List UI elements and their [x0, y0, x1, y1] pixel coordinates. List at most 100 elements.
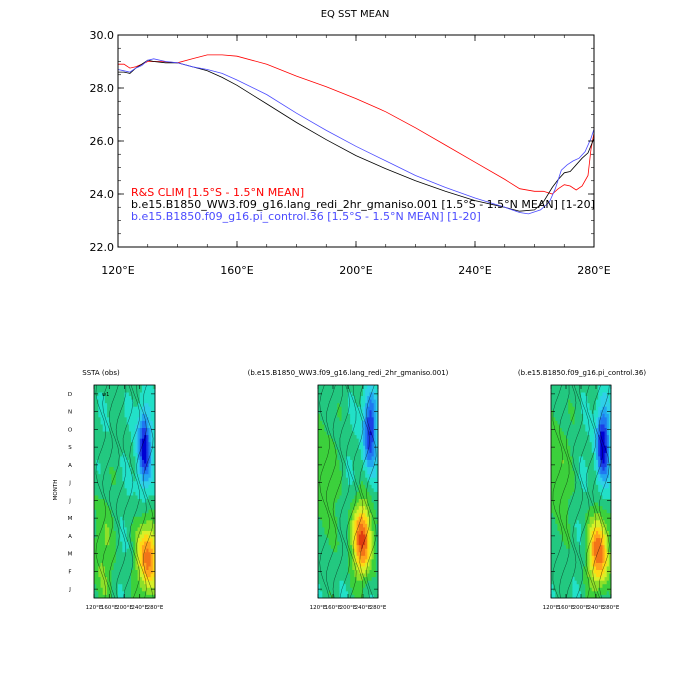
hovmoller-cell [328, 502, 332, 507]
hovmoller-cell [150, 583, 154, 588]
hovmoller-cell [152, 459, 156, 464]
hovmoller-cell [576, 420, 580, 425]
hovmoller-cell [107, 566, 110, 570]
lon-tick-label: 240°E [355, 605, 372, 611]
hovmoller-cell [113, 576, 117, 581]
hovmoller-cell [345, 406, 349, 411]
hovmoller-cell [563, 569, 567, 574]
hovmoller-cell [322, 470, 325, 475]
hovmoller-cell [583, 452, 586, 457]
hovmoller-cell [333, 562, 336, 567]
hovmoller-cell [94, 406, 97, 411]
hovmoller-cell [578, 434, 582, 439]
hovmoller-cell [328, 487, 332, 492]
hovmoller-cell [324, 466, 327, 471]
hovmoller-cell [320, 402, 323, 407]
hovmoller-cell [352, 576, 355, 581]
hovmoller-cell [324, 424, 327, 428]
hovmoller-cell [144, 491, 147, 496]
hovmoller-cell [348, 416, 351, 421]
hovmoller-cell [109, 434, 112, 439]
hovmoller-cell [139, 498, 143, 503]
hovmoller-cell [115, 491, 119, 496]
hovmoller-cell [345, 576, 349, 581]
hovmoller-cell [126, 551, 130, 556]
hovmoller-cell [587, 495, 590, 499]
hovmoller-cell [322, 420, 325, 425]
hovmoller-cell [337, 498, 340, 503]
hovmoller-cell [572, 509, 575, 514]
hovmoller-cell [375, 413, 379, 418]
hovmoller-cell [587, 459, 590, 464]
hovmoller-cell [133, 416, 136, 421]
hovmoller-cell [559, 470, 563, 475]
hovmoller-cell [606, 509, 610, 514]
hovmoller-cell [137, 509, 141, 514]
hovmoller-cell [333, 555, 336, 560]
hovmoller-cell [111, 534, 115, 539]
hovmoller-cell [371, 409, 375, 414]
hovmoller-cell [109, 409, 112, 414]
hovmoller-cell [555, 424, 558, 428]
hovmoller-cell [337, 512, 340, 517]
hovmoller-cell [131, 473, 134, 478]
hovmoller-cell [113, 399, 117, 404]
hovmoller-cell [111, 441, 115, 446]
hovmoller-cell [324, 594, 327, 599]
hovmoller-cell [141, 534, 145, 539]
hovmoller-cell [367, 587, 370, 592]
hovmoller-cell [350, 416, 353, 421]
hovmoller-cell [585, 498, 588, 503]
hovmoller-cell [606, 544, 610, 549]
hovmoller-cell [572, 573, 575, 578]
hovmoller-cell [348, 502, 351, 507]
hovmoller-cell [557, 491, 560, 496]
hovmoller-cell [326, 392, 330, 397]
hovmoller-cell [100, 576, 104, 581]
hovmoller-cell [96, 523, 99, 528]
hovmoller-cell [598, 502, 601, 507]
hovmoller-cell [604, 551, 608, 556]
hovmoller-cell [356, 434, 360, 439]
month-tick-label: A [68, 534, 72, 540]
hovmoller-cell [126, 424, 130, 428]
hovmoller-cell [576, 509, 580, 514]
hovmoller-cell [146, 477, 149, 482]
hovmoller-cell [333, 509, 336, 514]
hovmoller-cell [373, 527, 377, 531]
hovmoller-cell [589, 527, 593, 531]
hovmoller-cell [139, 416, 143, 421]
hovmoller-cell [339, 580, 342, 585]
hovmoller-cell [600, 573, 603, 578]
hovmoller-cell [553, 456, 556, 460]
hovmoller-cell [322, 452, 325, 457]
hovmoller-cell [559, 420, 563, 425]
hovmoller-cell [555, 427, 558, 432]
hovmoller-cell [333, 484, 336, 489]
hovmoller-cell [102, 566, 106, 570]
hovmoller-cell [152, 505, 156, 510]
hovmoller-cell [339, 576, 342, 581]
hovmoller-cell [115, 484, 119, 489]
hovmoller-cell [568, 473, 571, 478]
hovmoller-cell [358, 590, 362, 595]
hovmoller-cell [553, 434, 556, 439]
hovmoller-cell [583, 463, 586, 468]
hovmoller-cell [350, 573, 353, 578]
hovmoller-cell [559, 505, 563, 510]
hovmoller-cell [335, 395, 338, 400]
hovmoller-cell [568, 580, 571, 585]
hovmoller-cell [131, 420, 134, 425]
hovmoller-cell [133, 569, 136, 574]
hovmoller-cell [365, 480, 368, 485]
hovmoller-cell [113, 548, 117, 553]
hovmoller-cell [109, 452, 112, 457]
hovmoller-cell [587, 484, 590, 489]
hovmoller-cell [367, 509, 370, 514]
hovmoller-cell [115, 427, 119, 432]
hovmoller-cell [587, 438, 590, 443]
hovmoller-cell [126, 523, 130, 528]
hovmoller-cell [146, 438, 149, 443]
hovmoller-cell [131, 463, 134, 468]
hovmoller-cell [375, 477, 379, 482]
